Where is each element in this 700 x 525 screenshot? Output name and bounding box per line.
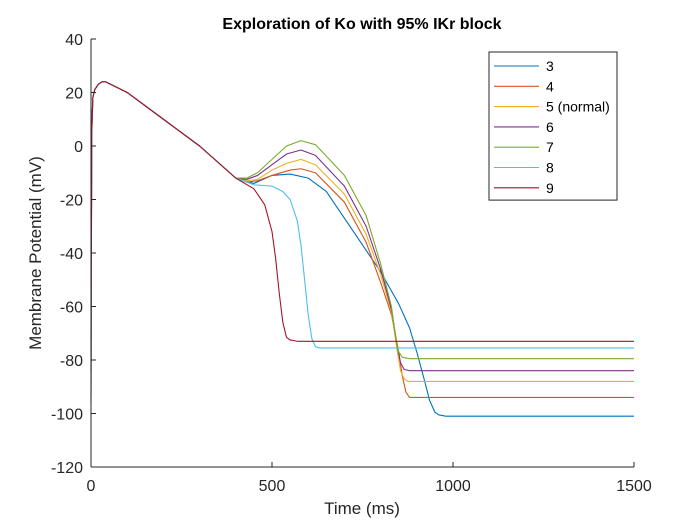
y-tick-label: -100 [51, 407, 83, 424]
legend-label: 7 [546, 139, 554, 155]
legend-box [488, 51, 618, 201]
chart-title: Exploration of Ko with 95% IKr block [222, 16, 501, 33]
y-axis-title: Membrane Potential (mV) [26, 156, 45, 350]
legend-label: 6 [546, 119, 554, 135]
legend-label: 8 [546, 160, 554, 176]
y-tick-label: 20 [65, 86, 83, 103]
y-tick-label: -40 [60, 246, 83, 263]
series-line-9 [90, 81, 634, 342]
x-axis-title: Time (ms) [324, 499, 400, 518]
axes-layer: 0 500 1000 1500 -120 -100 -80 -60 -40 -20 0 20 40 [51, 32, 652, 495]
y-tick-label: 0 [74, 139, 83, 156]
y-tick-label: 40 [65, 32, 83, 49]
y-tick-label: -20 [60, 193, 83, 210]
y-tick-label: -80 [60, 353, 83, 370]
x-tick-label: 1500 [616, 478, 652, 495]
x-tick-label: 500 [259, 478, 286, 495]
series-layer [90, 81, 634, 417]
legend-label: 9 [546, 180, 554, 196]
y-tick-label: -60 [60, 300, 83, 317]
y-tick-label: -120 [51, 460, 83, 477]
legend-label: 4 [546, 78, 554, 94]
legend-label: 5 (normal) [546, 99, 610, 115]
x-tick-label: 0 [87, 478, 96, 495]
x-tick-label: 1000 [435, 478, 471, 495]
legend: 3 4 5 (normal) 6 7 8 9 [488, 51, 618, 201]
legend-label: 3 [546, 58, 554, 74]
